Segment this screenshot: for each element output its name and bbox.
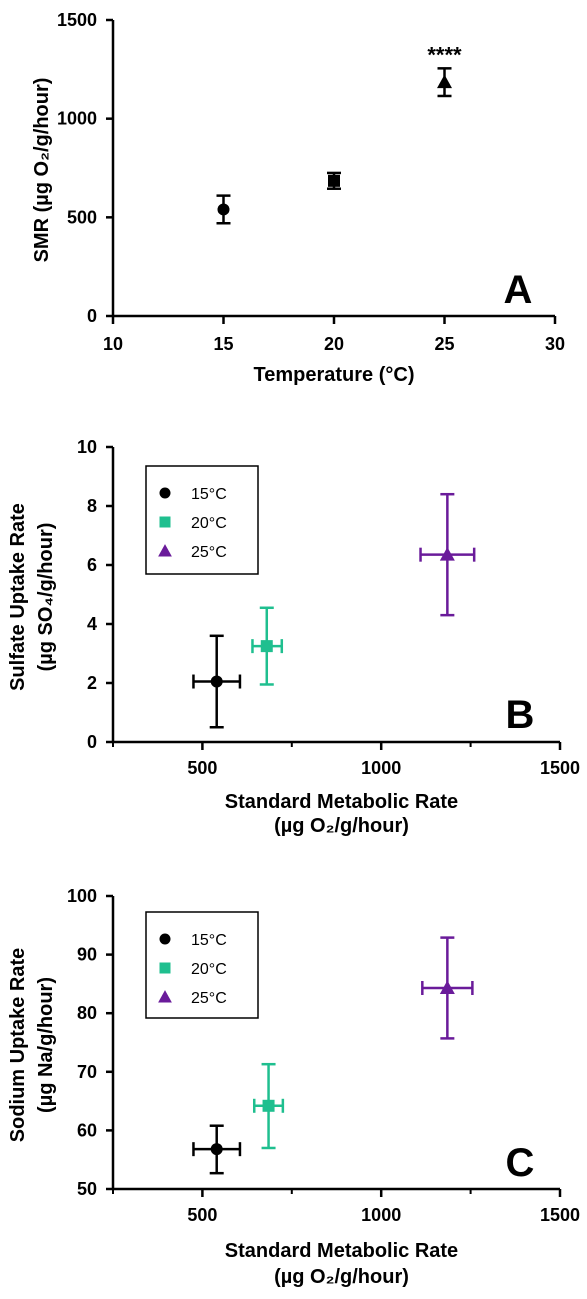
legend-marker bbox=[159, 933, 171, 945]
data-series bbox=[251, 606, 284, 686]
y-tick-label: 0 bbox=[87, 306, 97, 326]
y-axis-label: Sulfate Uptake Rate bbox=[7, 503, 29, 691]
y-tick-label: 1000 bbox=[57, 109, 97, 129]
y-tick-label: 8 bbox=[87, 496, 97, 516]
panel-label: B bbox=[506, 693, 535, 737]
y-tick-label: 100 bbox=[67, 886, 97, 906]
chart-panel-c: 50 60 70 80 90 100 500 1000 1500 Standard Metabol… bbox=[7, 886, 580, 1288]
data-series bbox=[421, 936, 474, 1040]
data-series: **** bbox=[427, 42, 462, 98]
data-series bbox=[192, 634, 242, 729]
y-tick-label: 0 bbox=[87, 732, 97, 752]
x-tick-label: 1500 bbox=[540, 758, 580, 778]
legend-marker bbox=[159, 516, 171, 528]
x-axis-label: Standard Metabolic Rate bbox=[225, 1240, 458, 1262]
x-tick-label: 15 bbox=[213, 334, 233, 354]
y-tick-label: 6 bbox=[87, 555, 97, 575]
x-tick-label: 10 bbox=[103, 334, 123, 354]
x-tick-label: 500 bbox=[187, 758, 217, 778]
y-tick-label: 10 bbox=[77, 437, 97, 457]
panel-label: C bbox=[506, 1141, 535, 1185]
y-tick-label: 90 bbox=[77, 945, 97, 965]
significance-annotation: **** bbox=[427, 42, 462, 67]
y-tick-label: 4 bbox=[87, 614, 97, 634]
legend-marker bbox=[158, 544, 172, 557]
legend-marker bbox=[159, 962, 171, 974]
data-point bbox=[262, 1099, 275, 1112]
legend-label: 20°C bbox=[191, 961, 227, 978]
y-axis-label: (µg Na/g/hour) bbox=[35, 977, 57, 1113]
x-axis-label: (µg O₂/g/hour) bbox=[274, 1266, 409, 1288]
y-tick-label: 80 bbox=[77, 1003, 97, 1023]
data-point bbox=[210, 675, 223, 688]
chart-panel-b: 0 2 4 6 8 10 500 1000 1500 Standard Metabolic Rat… bbox=[7, 437, 580, 837]
y-axis-label: Sodium Uptake Rate bbox=[7, 948, 29, 1142]
legend-label: 25°C bbox=[191, 990, 227, 1007]
data-point bbox=[437, 74, 452, 89]
legend: 15°C 20°C 25°C bbox=[145, 465, 259, 575]
legend: 15°C 20°C 25°C bbox=[145, 911, 259, 1019]
y-axis-label: SMR (µg O₂/g/hour) bbox=[31, 78, 53, 263]
y-tick-label: 50 bbox=[77, 1179, 97, 1199]
data-point bbox=[217, 203, 230, 216]
data-point bbox=[210, 1143, 223, 1156]
legend-label: 15°C bbox=[191, 932, 227, 949]
data-series bbox=[192, 1124, 242, 1175]
data-series bbox=[419, 492, 476, 617]
chart-panel-a: 0 500 1000 1500 10 15 20 25 30 Temperature (°C) SM… bbox=[31, 10, 565, 386]
data-point bbox=[439, 547, 455, 561]
legend-label: 20°C bbox=[191, 515, 227, 532]
y-tick-label: 500 bbox=[67, 207, 97, 227]
x-tick-label: 25 bbox=[434, 334, 454, 354]
x-tick-label: 1500 bbox=[540, 1205, 580, 1225]
x-tick-label: 1000 bbox=[361, 758, 401, 778]
legend-marker bbox=[159, 487, 171, 499]
data-point bbox=[328, 174, 340, 187]
y-tick-label: 70 bbox=[77, 1062, 97, 1082]
data-series bbox=[327, 171, 341, 190]
legend-marker bbox=[158, 990, 172, 1003]
y-tick-label: 60 bbox=[77, 1120, 97, 1140]
x-tick-label: 500 bbox=[187, 1205, 217, 1225]
data-series bbox=[253, 1062, 285, 1150]
panel-label: A bbox=[504, 268, 533, 312]
legend-label: 15°C bbox=[191, 486, 227, 503]
data-series bbox=[216, 194, 231, 225]
data-point bbox=[439, 980, 455, 995]
y-tick-label: 1500 bbox=[57, 10, 97, 30]
x-tick-label: 1000 bbox=[361, 1205, 401, 1225]
y-tick-label: 2 bbox=[87, 673, 97, 693]
x-tick-label: 20 bbox=[324, 334, 344, 354]
x-axis-label: Temperature (°C) bbox=[254, 364, 415, 386]
legend-label: 25°C bbox=[191, 544, 227, 561]
x-axis-label: Standard Metabolic Rate bbox=[225, 791, 458, 813]
x-axis-label: (µg O₂/g/hour) bbox=[274, 815, 409, 837]
x-tick-label: 30 bbox=[545, 334, 565, 354]
y-axis-label: (µg SO₄/g/hour) bbox=[35, 523, 57, 672]
data-point bbox=[260, 640, 273, 653]
